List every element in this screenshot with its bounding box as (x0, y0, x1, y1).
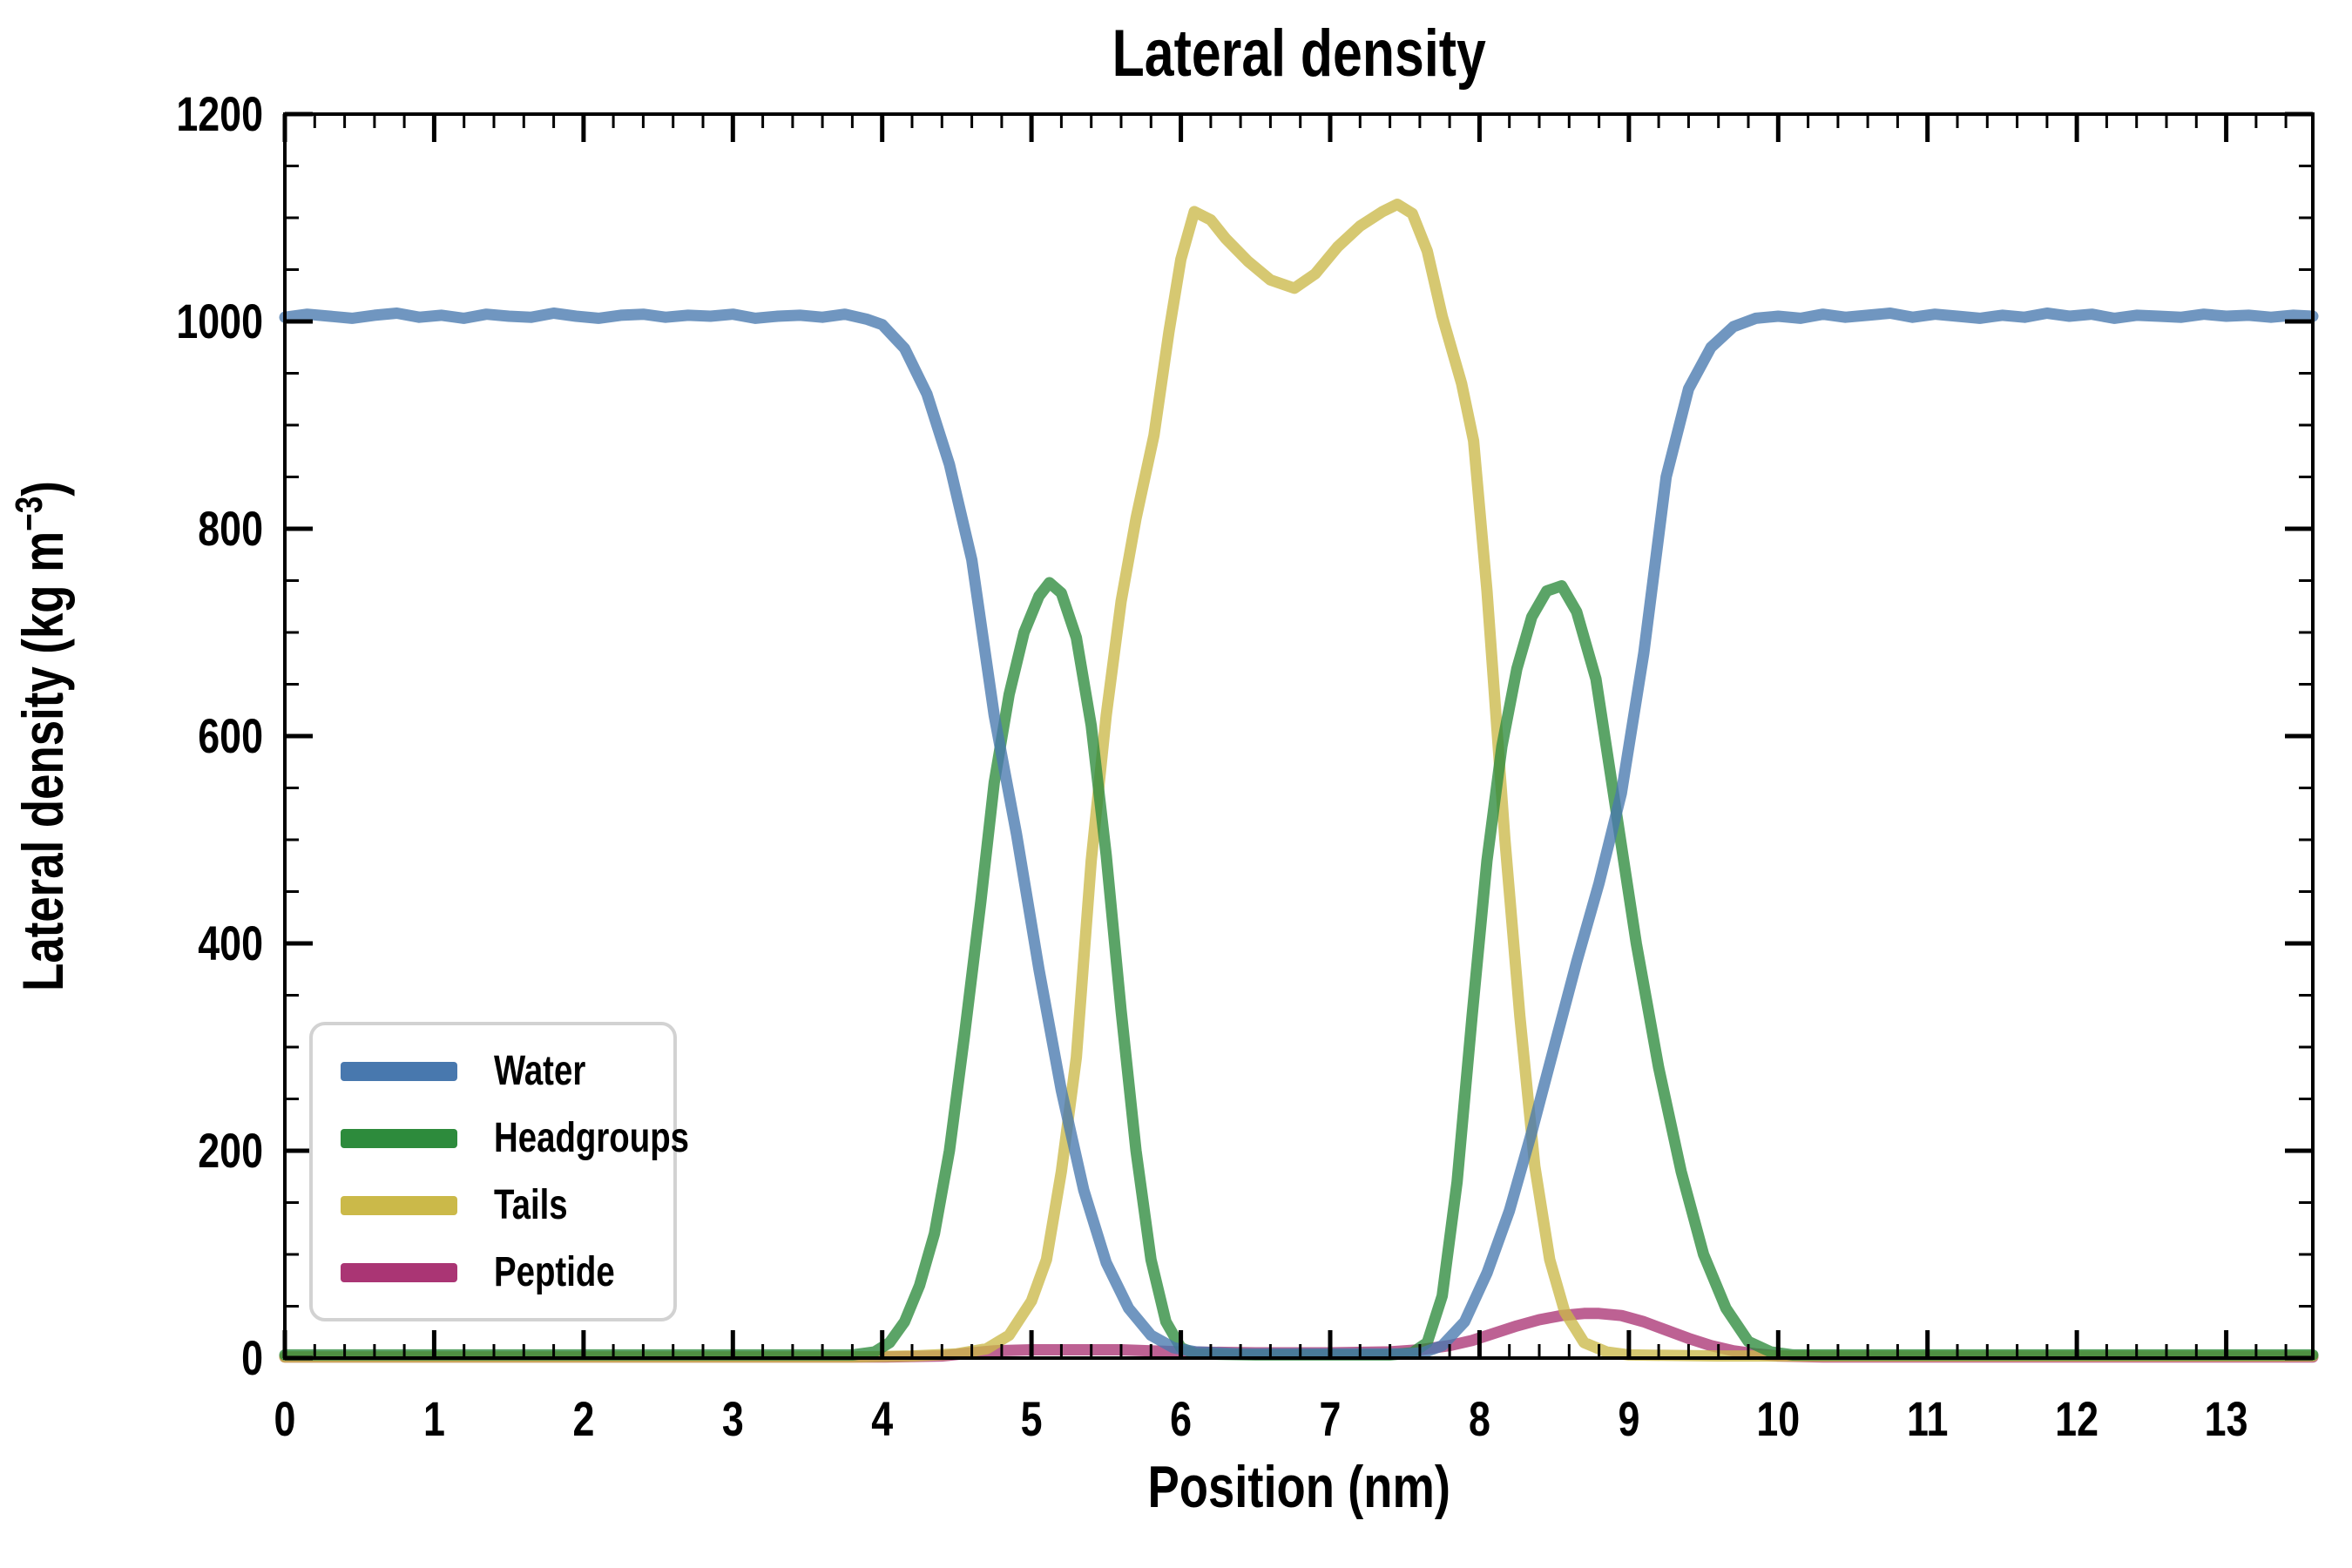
x-tick-label-0: 0 (274, 1391, 296, 1446)
x-tick-label-5: 5 (1021, 1391, 1043, 1446)
legend-label-tails: Tails (494, 1182, 568, 1228)
x-tick-label-4: 4 (871, 1391, 893, 1446)
series-line-tails (279, 199, 2319, 1363)
y-tick-label-1200: 1200 (176, 86, 263, 141)
x-axis-label-text: Position (nm) (1147, 1454, 1450, 1520)
x-tick-label-2: 2 (572, 1391, 594, 1446)
x-tick-label-1: 1 (423, 1391, 445, 1446)
y-tick-label-1000: 1000 (176, 294, 263, 348)
legend-box: Water Headgroups Tails Peptide (309, 1022, 689, 1321)
legend-swatch-peptide (341, 1262, 457, 1282)
legend-label-water: Water (494, 1048, 586, 1094)
legend-swatch-headgroups (341, 1128, 457, 1148)
legend-swatch-tails (341, 1195, 457, 1215)
x-axis-label: Position (nm) (285, 1453, 2313, 1521)
y-tick-label-800: 800 (198, 501, 263, 556)
x-tick-label-9: 9 (1618, 1391, 1639, 1446)
y-tick-label-0: 0 (241, 1330, 263, 1385)
legend-swatch-water (341, 1061, 457, 1081)
legend-entry-tails: Tails (313, 1181, 673, 1229)
y-tick-label-600: 600 (198, 708, 263, 763)
y-axis-label: Lateral density (kg m−3) (8, 481, 75, 991)
y-tick-label-200: 200 (198, 1123, 263, 1178)
chart-title-text: Lateral density (1112, 17, 1486, 91)
legend-entry-headgroups: Headgroups (313, 1114, 689, 1162)
legend-entry-water: Water (313, 1047, 673, 1095)
x-tick-label-7: 7 (1320, 1391, 1342, 1446)
x-tick-label-3: 3 (722, 1391, 744, 1446)
y-tick-label-400: 400 (198, 916, 263, 970)
x-tick-label-6: 6 (1170, 1391, 1192, 1446)
chart-title: Lateral density (285, 16, 2313, 91)
legend-label-peptide: Peptide (494, 1249, 615, 1295)
legend-label-headgroups: Headgroups (494, 1115, 690, 1161)
x-tick-label-8: 8 (1469, 1391, 1490, 1446)
x-tick-label-11: 11 (1907, 1391, 1948, 1446)
legend-entry-peptide: Peptide (313, 1248, 673, 1296)
x-tick-label-13: 13 (2205, 1391, 2248, 1446)
x-tick-label-10: 10 (1756, 1391, 1800, 1446)
x-tick-label-12: 12 (2055, 1391, 2099, 1446)
